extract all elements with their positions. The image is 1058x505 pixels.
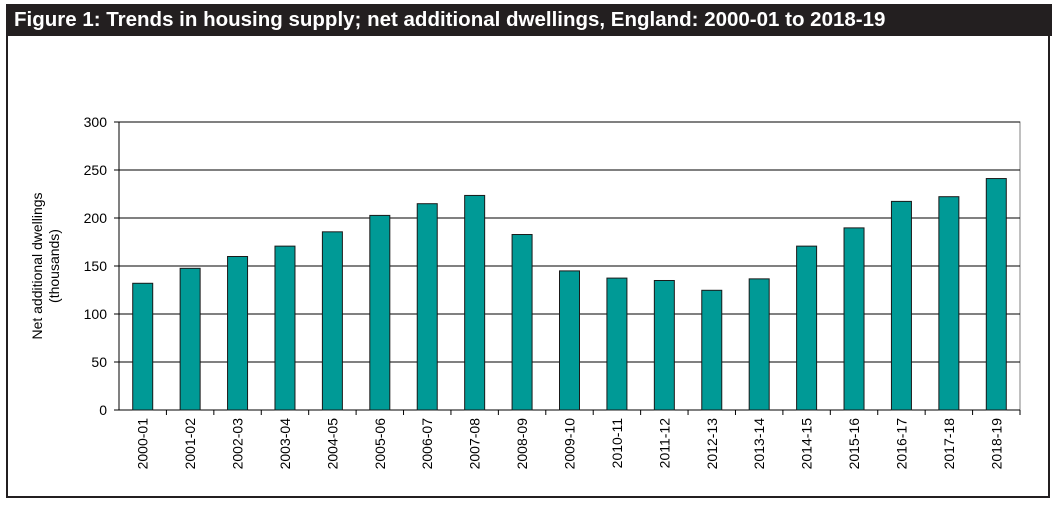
bar-2011-12 (653, 279, 675, 411)
bar-2018-19 (985, 178, 1007, 411)
bar-2017-18 (938, 196, 960, 411)
bar-2015-16 (843, 227, 865, 411)
bar-2008-09 (511, 234, 533, 411)
y-tick-label: 0 (99, 402, 107, 418)
y-tick-label: 250 (84, 162, 108, 178)
x-tick-label: 2010-11 (609, 418, 625, 469)
bar-2010-11 (606, 277, 628, 411)
bar-2000-01 (132, 282, 154, 411)
y-axis-label: (thousands) (46, 229, 62, 303)
x-tick-label: 2004-05 (324, 418, 340, 470)
x-tick-label: 2009-10 (562, 418, 578, 470)
bar-2004-05 (321, 231, 343, 411)
x-tick-label: 2006-07 (419, 418, 435, 470)
bar-2014-15 (796, 245, 818, 411)
bar-2003-04 (274, 245, 296, 411)
bar-2006-07 (416, 203, 438, 411)
x-tick-label: 2007-08 (467, 418, 483, 470)
x-tick-label: 2013-14 (751, 418, 767, 470)
x-tick-label: 2018-19 (988, 418, 1004, 470)
x-tick-label: 2001-02 (182, 418, 198, 470)
figure-title: Figure 1: Trends in housing supply; net … (6, 4, 1052, 36)
x-tick-label: 2014-15 (799, 418, 815, 470)
x-tick-label: 2011-12 (656, 418, 672, 469)
y-tick-label: 300 (84, 114, 108, 130)
bar-2016-17 (890, 200, 912, 411)
x-tick-label: 2005-06 (372, 418, 388, 470)
figure-frame (6, 36, 1050, 498)
y-tick-label: 50 (91, 354, 107, 370)
y-tick-label: 150 (84, 258, 108, 274)
x-tick-label: 2016-17 (893, 418, 909, 470)
bar-2007-08 (464, 194, 486, 411)
y-axis-label: Net additional dwellings (29, 192, 45, 339)
x-tick-label: 2012-13 (704, 418, 720, 470)
x-tick-label: 2015-16 (846, 418, 862, 470)
bar-2001-02 (179, 267, 201, 411)
x-tick-label: 2008-09 (514, 418, 530, 470)
bar-2013-14 (748, 278, 770, 411)
x-tick-label: 2003-04 (277, 418, 293, 470)
y-tick-label: 200 (84, 210, 108, 226)
bar-2012-13 (701, 289, 723, 411)
bar-2009-10 (559, 270, 580, 411)
x-tick-label: 2017-18 (941, 418, 957, 470)
y-tick-label: 100 (84, 306, 108, 322)
x-tick-label: 2000-01 (135, 418, 151, 470)
bar-2002-03 (227, 255, 249, 411)
x-tick-label: 2002-03 (230, 418, 246, 470)
bar-2005-06 (369, 214, 391, 411)
